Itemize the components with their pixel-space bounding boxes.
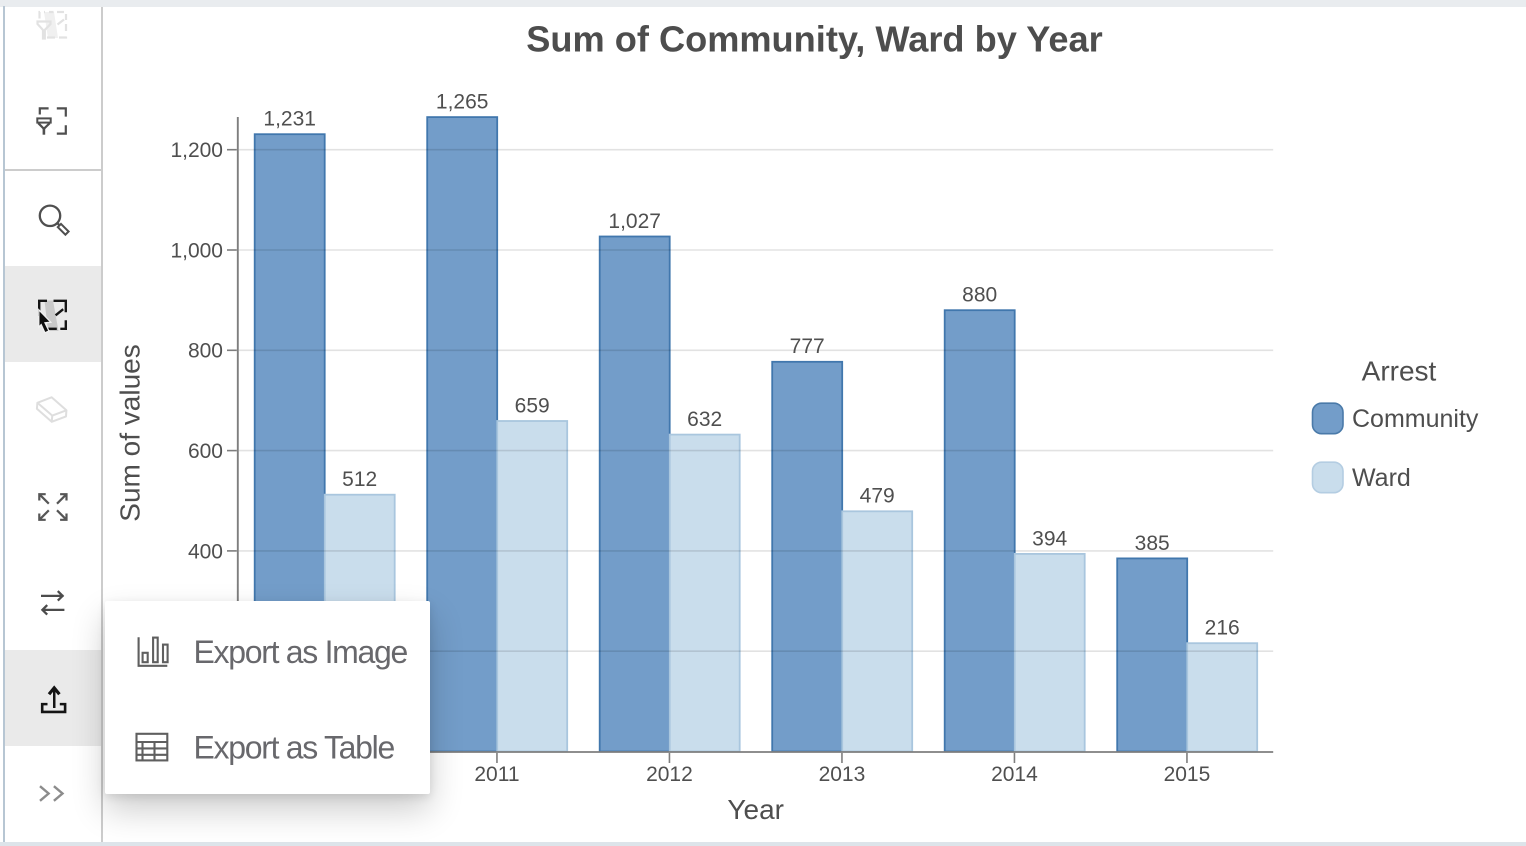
svg-text:479: 479 xyxy=(860,485,895,508)
svg-text:Ward: Ward xyxy=(1352,464,1411,492)
svg-text:Sum of values: Sum of values xyxy=(115,344,146,521)
svg-text:Sum of Community, Ward by Year: Sum of Community, Ward by Year xyxy=(526,18,1102,59)
svg-text:1,000: 1,000 xyxy=(170,239,223,262)
svg-text:1,265: 1,265 xyxy=(436,91,489,114)
svg-text:385: 385 xyxy=(1135,532,1170,555)
svg-text:Year: Year xyxy=(727,794,784,825)
svg-text:632: 632 xyxy=(687,408,722,431)
svg-text:800: 800 xyxy=(188,340,223,363)
svg-text:2011: 2011 xyxy=(474,763,519,786)
svg-text:1,231: 1,231 xyxy=(263,108,316,131)
svg-text:600: 600 xyxy=(188,440,223,463)
svg-text:394: 394 xyxy=(1032,527,1067,550)
svg-text:Export as Image: Export as Image xyxy=(193,634,407,670)
svg-text:2012: 2012 xyxy=(646,763,693,786)
svg-text:880: 880 xyxy=(962,284,997,307)
svg-text:216: 216 xyxy=(1205,617,1240,640)
svg-text:400: 400 xyxy=(188,540,223,563)
svg-text:2013: 2013 xyxy=(819,763,866,786)
svg-text:2014: 2014 xyxy=(991,763,1038,786)
svg-text:512: 512 xyxy=(342,468,377,491)
svg-text:Arrest: Arrest xyxy=(1362,356,1437,387)
svg-text:Export as Table: Export as Table xyxy=(193,730,394,766)
svg-text:659: 659 xyxy=(515,394,550,417)
svg-text:777: 777 xyxy=(790,335,825,358)
svg-text:Community: Community xyxy=(1352,405,1479,433)
svg-text:2015: 2015 xyxy=(1164,763,1211,786)
svg-text:1,027: 1,027 xyxy=(608,210,661,233)
svg-text:1,200: 1,200 xyxy=(170,139,223,162)
